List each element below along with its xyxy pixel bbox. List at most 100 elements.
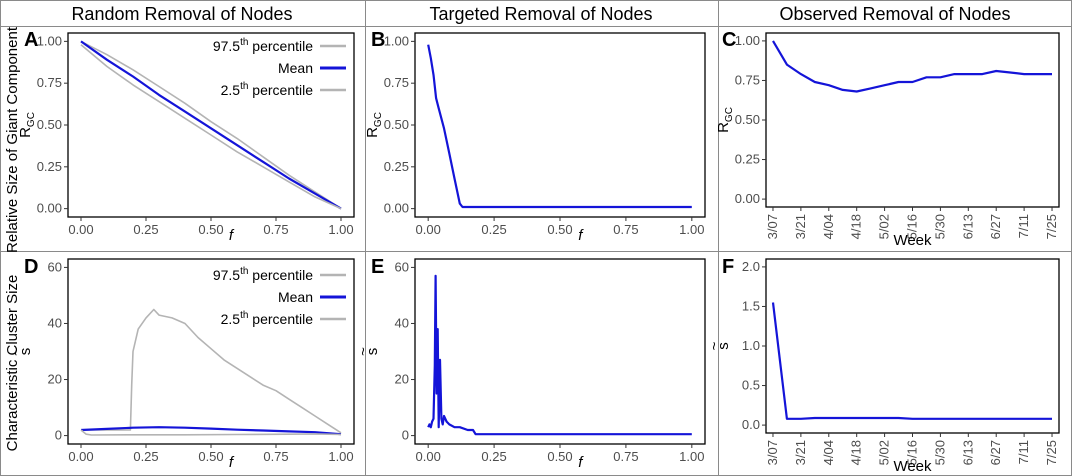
panel-d-ylabel-main: s (17, 348, 34, 356)
panel-a-series-lower-percentile (80, 44, 342, 210)
legend-label-superscript: th (240, 37, 248, 48)
panel-c-ytick-label: 0.75 (735, 72, 760, 87)
panel-b-xtick-label: 0.50 (547, 222, 572, 237)
panel-f-xtick-label: 5/16 (905, 440, 920, 465)
panel-letter-a: A (24, 29, 38, 51)
panel-a-xtick-label: 1.00 (328, 222, 353, 237)
panel-a-ylabel-subscript: GC (26, 112, 37, 127)
panel-c-xtick-label: 5/30 (932, 214, 947, 239)
panel-d-ylabel: s (17, 348, 34, 356)
row-label-giant-component: Relative Size of Giant Component (4, 26, 21, 253)
panel-d-xtick-label: 0.75 (263, 449, 288, 464)
panel-a-ytick-label: 0.75 (37, 75, 62, 90)
panel-b-ylabel-subscript: GC (373, 112, 384, 127)
panel-b-ytick-label: 0.50 (384, 117, 409, 132)
panel-d-series-lower-percentile (80, 429, 342, 436)
panel-f-xtick-label: 3/07 (765, 440, 780, 465)
panel-f-xtick-label: 7/11 (1016, 440, 1031, 464)
panel-b-xtick-label: 1.00 (679, 222, 704, 237)
legend-label-rest: percentile (248, 38, 313, 54)
panel-f-chart: 0.0 0.5 1.0 1.5 2.0 3/07 3/21 4/04 4/18 5/02 5/16 5… (706, 258, 1060, 475)
panel-a-ylabel: RGC (17, 112, 37, 138)
column-title-targeted: Targeted Removal of Nodes (429, 4, 652, 24)
panel-e-xlabel: f (578, 454, 584, 471)
panel-a-xlabel: f (229, 227, 235, 244)
panel-a-xtick-label: 0.25 (133, 222, 158, 237)
panel-e-xtick-label: 0.50 (547, 449, 572, 464)
panel-a-ytick-label: 0.25 (37, 159, 62, 174)
panel-e-frame (414, 258, 706, 445)
panel-f-ytick-label: 0.5 (742, 378, 760, 393)
column-title-observed: Observed Removal of Nodes (779, 4, 1010, 24)
panel-e-series-mean (427, 274, 692, 436)
panel-letter-c: C (722, 29, 736, 51)
panel-a-xtick-label: 0.50 (198, 222, 223, 237)
legend-legend-top-label-mean: Mean (278, 60, 313, 76)
panel-b-ytick-label: 0.00 (384, 201, 409, 216)
panel-e-ylabel-tilde: ~ (355, 347, 372, 356)
panel-d-frame (67, 258, 355, 445)
panel-d-xtick-label: 1.00 (328, 449, 353, 464)
panel-d-xtick-label: 0.50 (198, 449, 223, 464)
panel-f-frame (765, 258, 1060, 434)
panel-b-series-mean (427, 44, 692, 209)
panel-a-series-mean (80, 40, 342, 210)
panel-e-xtick-label: 0.00 (416, 449, 441, 464)
panel-f-xtick-label: 5/30 (932, 440, 947, 465)
panel-b-xtick-label: 0.75 (613, 222, 638, 237)
legend-label-rest: percentile (248, 311, 313, 327)
panel-a-chart: 0.00 0.25 0.50 0.75 1.00 0.00 0.25 0.50 0.75 1.00… (17, 32, 355, 244)
panel-d-xtick-label: 0.00 (68, 449, 93, 464)
panel-f-ylabel: s (715, 342, 732, 350)
row-label-cluster-size: Characteristic Cluster Size (4, 275, 21, 452)
panel-a-ylabel-main: R (17, 127, 34, 138)
legend-legend-bottom-label-lower: 2.5th percentile (221, 310, 314, 327)
panel-b-xtick-label: 0.25 (481, 222, 506, 237)
panel-c-ytick-label: 0.50 (735, 112, 760, 127)
panel-c-xtick-label: 6/13 (960, 214, 975, 239)
panel-b-chart: 0.00 0.25 0.50 0.75 1.00 0.00 0.25 0.50 0.75 1.00… (364, 32, 706, 244)
panel-c-xlabel: Week (893, 232, 932, 249)
panel-a-xtick-label: 0.00 (68, 222, 93, 237)
panel-e-ytick-label: 40 (395, 315, 409, 330)
panel-d-ytick-label: 40 (48, 315, 62, 330)
legend-label-superscript: th (240, 310, 248, 321)
panel-a-xtick-label: 0.75 (263, 222, 288, 237)
panel-e-xtick-label: 1.00 (679, 449, 704, 464)
panel-a-ytick-label: 1.00 (37, 33, 62, 48)
panel-c-chart: 0.00 0.25 0.50 0.75 1.00 3/07 3/21 4/04 4/18 5/02… (715, 32, 1060, 249)
panel-e-ylabel: s (364, 348, 381, 356)
panel-b-ytick-label: 0.75 (384, 75, 409, 90)
panel-c-xtick-label: 5/02 (877, 214, 892, 239)
panel-d-series-upper-percentile (81, 308, 342, 434)
legend-label-superscript: th (240, 81, 248, 92)
legend-label-superscript: th (240, 266, 248, 277)
legend-label-base: 97.5 (213, 38, 240, 54)
panel-c-xtick-label: 7/11 (1016, 214, 1031, 238)
panel-b-ytick-label: 1.00 (384, 33, 409, 48)
panel-d-series-mean (80, 426, 342, 436)
panel-d-xtick-label: 0.25 (133, 449, 158, 464)
panel-f-xtick-label: 7/25 (1044, 440, 1059, 465)
legend-label-base: 2.5 (221, 82, 241, 98)
panel-e-ytick-label: 0 (402, 428, 409, 443)
panel-c-xtick-label: 7/25 (1044, 214, 1059, 239)
panel-c-ytick-label: 1.00 (735, 33, 760, 48)
legend-legend-bottom-label-upper: 97.5th percentile (213, 266, 313, 283)
panel-b-frame (414, 32, 706, 218)
panel-d-ytick-label: 0 (55, 428, 62, 443)
panel-b-xtick-label: 0.00 (416, 222, 441, 237)
panel-f-series-mean (771, 302, 1052, 420)
panel-letter-e: E (371, 256, 384, 278)
panel-f-ylabel-main: s (715, 342, 732, 350)
panel-e-xtick-label: 0.25 (481, 449, 506, 464)
panel-letter-b: B (371, 29, 385, 51)
panel-e-ylabel-main: s (364, 348, 381, 356)
panel-f-ytick-label: 2.0 (742, 259, 760, 274)
legend-label-base: 97.5 (213, 267, 240, 283)
panel-c-xtick-label: 4/04 (821, 214, 836, 239)
panel-f-xlabel: Week (893, 458, 932, 475)
panel-e-ytick-label: 20 (395, 372, 409, 387)
